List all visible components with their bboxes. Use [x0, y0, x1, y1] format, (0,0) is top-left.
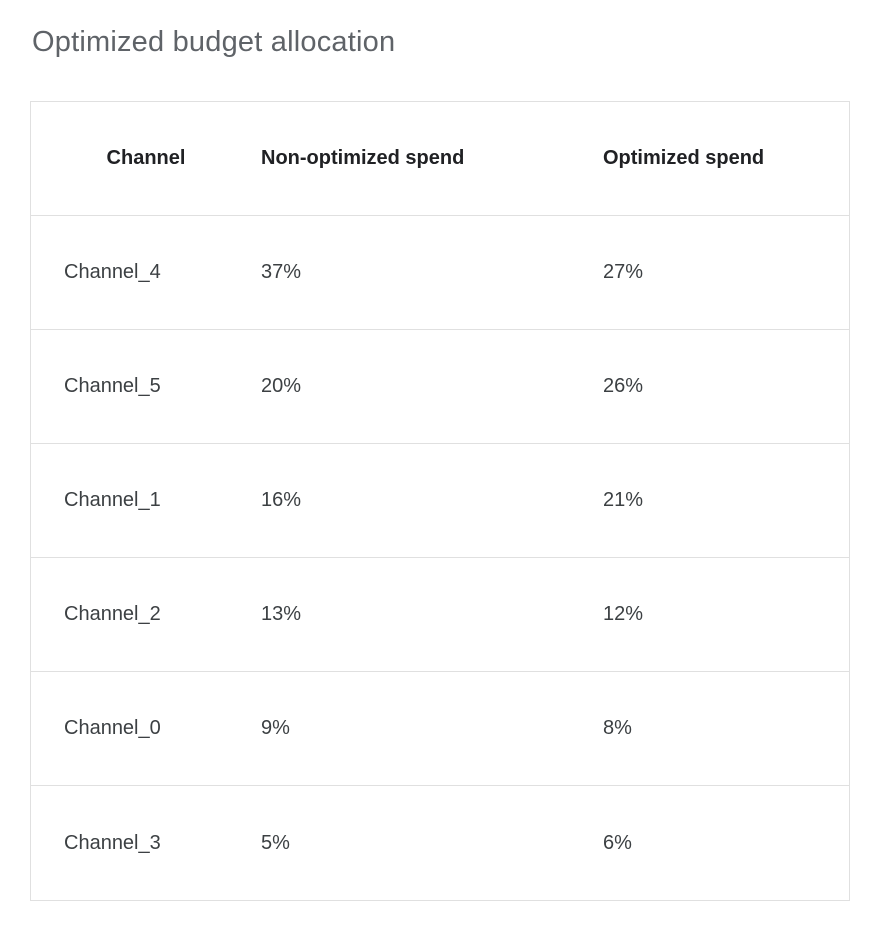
cell-non-optimized-spend: 9% [261, 717, 290, 739]
cell-optimized-spend: 27% [603, 261, 644, 283]
budget-allocation-table: Channel Non-optimized spend Optimized sp… [30, 101, 850, 901]
cell-optimized-spend: 8% [603, 717, 632, 739]
cell-channel: Channel_0 [64, 717, 161, 739]
cell-optimized-spend: 26% [603, 375, 644, 397]
table-row: Channel_2 13% 12% [31, 558, 849, 672]
cell-channel: Channel_5 [64, 375, 161, 397]
column-header-channel: Channel [106, 147, 186, 169]
cell-non-optimized-spend: 13% [261, 603, 302, 625]
table-row: Channel_1 16% 21% [31, 444, 849, 558]
cell-non-optimized-spend: 20% [261, 375, 302, 397]
column-header-non-optimized-spend: Non-optimized spend [261, 147, 465, 169]
table-header-row: Channel Non-optimized spend Optimized sp… [31, 102, 849, 216]
table-row: Channel_4 37% 27% [31, 216, 849, 330]
cell-optimized-spend: 21% [603, 489, 644, 511]
cell-non-optimized-spend: 37% [261, 261, 302, 283]
cell-channel: Channel_4 [64, 261, 161, 283]
cell-optimized-spend: 12% [603, 603, 644, 625]
table-row: Channel_0 9% 8% [31, 672, 849, 786]
cell-channel: Channel_1 [64, 489, 161, 511]
table-row: Channel_3 5% 6% [31, 786, 849, 900]
cell-optimized-spend: 6% [603, 831, 632, 854]
cell-non-optimized-spend: 5% [261, 831, 290, 854]
table-row: Channel_5 20% 26% [31, 330, 849, 444]
column-header-optimized-spend: Optimized spend [603, 147, 765, 169]
cell-channel: Channel_3 [64, 831, 161, 854]
page-title: Optimized budget allocation [32, 26, 396, 58]
cell-channel: Channel_2 [64, 603, 161, 625]
cell-non-optimized-spend: 16% [261, 489, 302, 511]
